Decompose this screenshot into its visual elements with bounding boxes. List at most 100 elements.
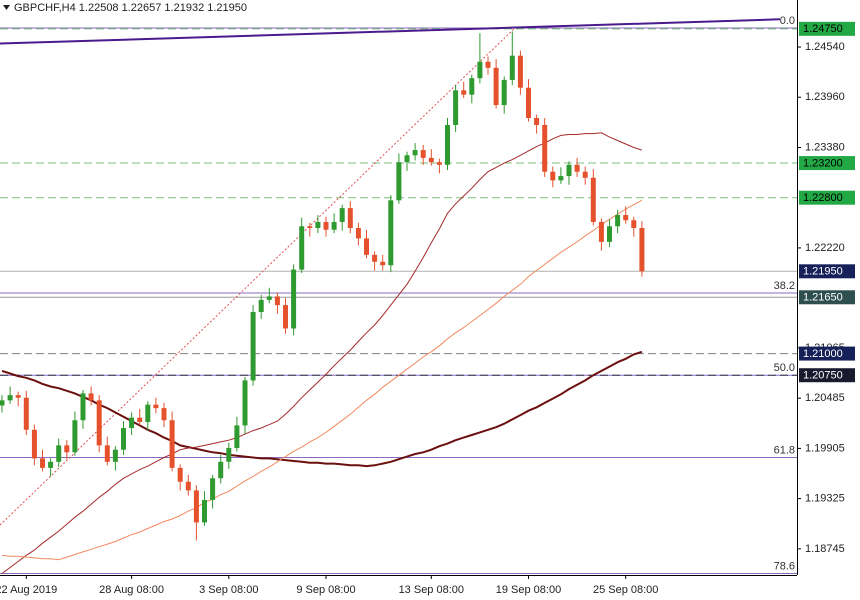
candle-body [404,155,410,163]
moving-average [1,350,643,468]
fib-level-label: 38.2 [774,280,795,292]
candle-body [266,296,272,300]
x-tick-label: 9 Sep 08:00 [296,584,355,596]
candle-body [283,305,288,329]
price-level-box [799,368,855,383]
moving-average [1,199,643,561]
candle-body [242,380,248,426]
candle-body [550,171,556,181]
candle-body [7,395,13,401]
candle-body [250,312,256,381]
candle-body [299,226,305,270]
candle-body [396,162,402,201]
candle-body [566,164,572,177]
candle-body [436,162,442,165]
y-tick-label: 1.22220 [805,242,845,254]
candle-body [453,90,459,125]
price-level-box [799,290,855,305]
menu-arrow[interactable] [3,5,10,10]
candle-body [23,397,29,430]
x-tick-label: 25 Sep 08:00 [593,584,658,596]
candle-body [161,408,167,421]
price-level-box [799,346,855,361]
price-level-label: 1.21650 [803,292,843,304]
candle-body [598,221,604,242]
y-tick-label: 1.19905 [805,442,845,454]
candle-body [145,404,151,422]
candle-body [469,78,475,95]
candle-body [323,221,329,230]
y-tick-label: 1.23960 [805,91,845,103]
candle-body [331,221,337,230]
candle-body [210,478,216,500]
candle-body [315,221,321,229]
candle-body [193,490,199,523]
candle-body [64,445,70,453]
candle-body [88,393,94,401]
candle-body [48,461,54,468]
candle-body [347,208,353,229]
y-tick-label: 1.23380 [805,141,845,153]
candle-body [153,404,159,409]
candle-body [445,124,450,165]
candle-body [185,481,191,491]
price-level-box [799,21,855,36]
candle-body [380,261,386,266]
candle-body [534,118,540,125]
candle-body [623,215,629,221]
candle-body [104,445,110,462]
candle-body [582,171,588,178]
candle-body [388,200,394,266]
candle-body [493,67,499,106]
candle-body [226,447,232,462]
price-level-label: 1.21950 [803,266,843,278]
candle-body [339,208,345,222]
candle-body [590,177,596,222]
candle-body [137,417,143,422]
fib-level-label: 61.8 [774,444,795,456]
price-level-label: 1.20750 [803,370,843,382]
candle-body [485,61,491,68]
candle-body [121,428,126,450]
candle-body [428,157,434,163]
candle-body [291,269,297,329]
y-tick-label: 1.24540 [805,41,845,53]
candle-body [15,395,21,398]
candle-body [526,87,531,119]
x-tick-label: 13 Sep 08:00 [399,584,464,596]
candle-body [509,55,515,80]
price-level-box [799,156,855,171]
candle-body [307,226,313,229]
candle-body [420,150,426,158]
fib-level-label: 50.0 [774,362,795,374]
candle-body [574,164,580,172]
y-tick-label: 1.19325 [805,493,845,505]
price-level-box [799,264,855,279]
fib-level-label: 0.0 [780,15,795,27]
y-tick-label: 1.18745 [805,543,845,555]
candle-body [461,90,467,95]
y-tick-label: 1.20485 [805,392,845,404]
candle-body [517,55,523,88]
price-level-label: 1.21000 [803,348,843,360]
moving-average [1,132,643,574]
price-level-label: 1.22800 [803,192,843,204]
candle-body [558,176,564,181]
candle-body [355,228,361,239]
x-tick-label: 3 Sep 08:00 [199,584,258,596]
candle-body [218,461,224,479]
candle-body [542,124,548,172]
candle-body [202,499,207,523]
candle-body [477,61,483,79]
candle-body [607,226,612,242]
price-level-box [799,190,855,205]
candle-body [258,299,264,313]
candle-body [177,467,183,482]
fib-connector [0,27,516,526]
x-tick-label: 28 Aug 08:00 [99,584,164,596]
price-level-label: 1.24750 [803,23,843,35]
candle-body [112,449,118,462]
